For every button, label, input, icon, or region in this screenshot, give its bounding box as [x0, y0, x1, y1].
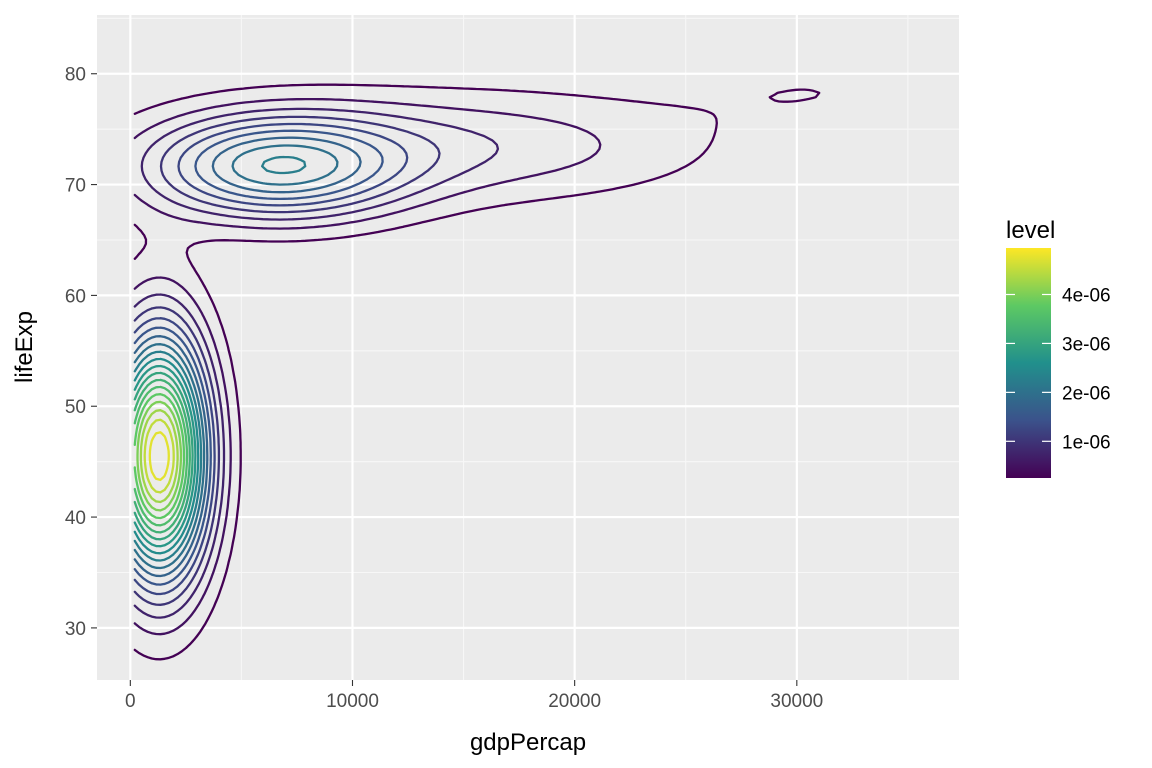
y-tick-label: 40 [65, 508, 86, 529]
legend-tick-label: 4e-06 [1062, 285, 1111, 306]
contour-line [133, 97, 602, 636]
contour-line [133, 357, 200, 555]
contour-line [133, 136, 362, 578]
contour-line [133, 364, 197, 548]
contour-line [143, 418, 175, 494]
legend-colorbar [1006, 248, 1051, 478]
contour-line [133, 378, 191, 534]
contour-line [148, 431, 170, 482]
y-tick-label: 60 [65, 286, 86, 307]
contour-line [133, 144, 339, 570]
contour-line [139, 409, 179, 504]
legend: level 1e-06 2e-06 3e-06 4e-06 [1006, 217, 1111, 478]
y-tick-label: 30 [65, 619, 86, 640]
y-tick-label: 50 [65, 397, 86, 418]
legend-ticks: 1e-06 2e-06 3e-06 4e-06 [1006, 285, 1111, 453]
y-tick-label: 80 [65, 65, 86, 86]
x-axis-ticks: 0 10000 20000 30000 [125, 680, 823, 712]
contour-line [133, 129, 384, 586]
contour-line [133, 393, 186, 520]
contour-line [133, 122, 409, 596]
y-axis-title: lifeExp [11, 311, 38, 383]
x-axis-title: gdpPercap [470, 729, 586, 756]
contour-line [133, 83, 821, 661]
y-axis-ticks: 30 40 50 60 70 80 [65, 65, 97, 640]
major-gridlines [97, 15, 959, 680]
y-tick-label: 70 [65, 176, 86, 197]
contour-line [133, 371, 194, 541]
contour-line [133, 107, 500, 619]
contour-line [133, 115, 441, 606]
legend-tick-label: 3e-06 [1062, 334, 1111, 355]
legend-tick-label: 2e-06 [1062, 383, 1111, 404]
plot-panel [97, 15, 959, 680]
x-tick-label: 30000 [770, 691, 823, 712]
x-tick-label: 20000 [548, 691, 601, 712]
contour-line [136, 400, 183, 512]
legend-title: level [1006, 217, 1055, 244]
x-tick-label: 10000 [326, 691, 379, 712]
contour-line [133, 155, 307, 562]
legend-tick-label: 1e-06 [1062, 432, 1111, 453]
contour-line [133, 385, 189, 527]
x-tick-label: 0 [125, 691, 136, 712]
density-contours [133, 83, 821, 661]
